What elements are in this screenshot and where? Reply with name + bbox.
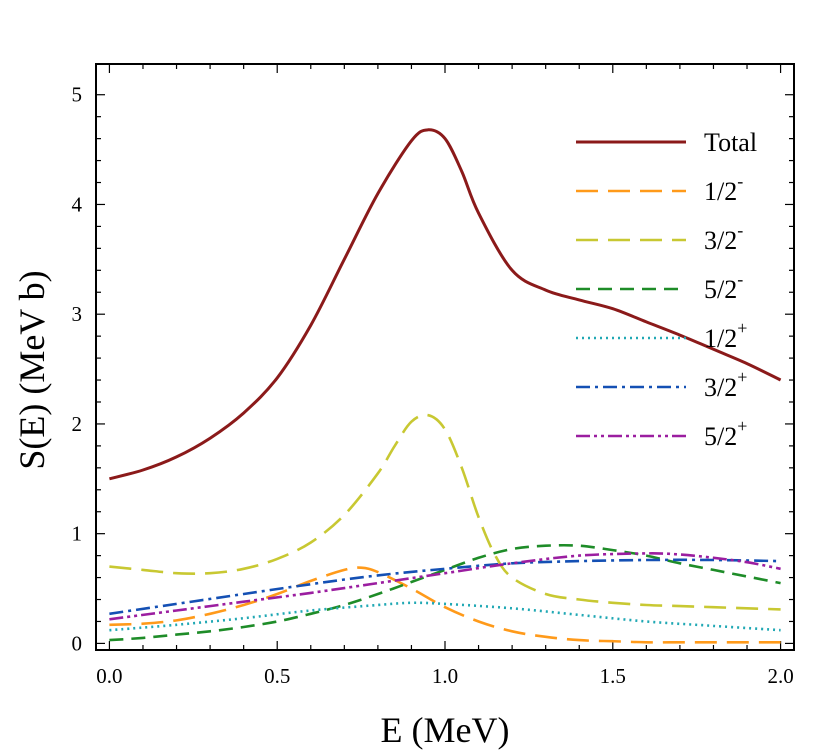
legend-label: 3/2-: [704, 220, 743, 255]
legend-label-superscript: +: [737, 416, 747, 436]
y-tick-label: 3: [72, 302, 83, 326]
x-tick-labels: 0.0 0.5 1.0 1.5 2.0: [96, 664, 793, 688]
legend-label: 5/2-: [704, 269, 743, 304]
legend-label-superscript: -: [737, 269, 743, 289]
x-tick-label: 0.5: [264, 664, 290, 688]
legend-label: 1/2-: [704, 171, 743, 206]
x-tick-label: 0.0: [96, 664, 122, 688]
series-line-1-2-minus: [109, 566, 781, 644]
series-line-5-2plus: [109, 552, 781, 621]
legend-label-superscript: +: [737, 367, 747, 387]
y-axis-title: S(E) (MeV b): [12, 270, 52, 469]
y-tick-label: 2: [72, 412, 83, 436]
x-axis-title: E (MeV): [381, 710, 510, 750]
x-tick-label: 1.5: [600, 664, 626, 688]
y-tick-labels: 0 1 2 3 4 5: [72, 83, 83, 656]
axis-ticks: [96, 64, 794, 650]
legend-label-superscript: +: [737, 318, 747, 338]
series-line-Total: [109, 128, 782, 481]
y-tick-label: 0: [72, 631, 83, 655]
series-line-5-2-minus: [109, 543, 781, 642]
series-lines: [109, 128, 782, 644]
x-tick-label: 1.0: [432, 664, 458, 688]
y-tick-label: 4: [72, 192, 83, 216]
y-tick-label: 5: [72, 83, 83, 107]
series-line-3-2plus: [109, 558, 781, 616]
series-line-3-2-minus: [109, 413, 781, 611]
y-tick-label: 1: [72, 522, 83, 546]
x-tick-label: 2.0: [767, 664, 793, 688]
series-line-1-2plus: [109, 601, 781, 632]
legend-label: Total: [704, 128, 757, 157]
legend-label-superscript: -: [737, 171, 743, 191]
legend-label-superscript: -: [737, 220, 743, 240]
